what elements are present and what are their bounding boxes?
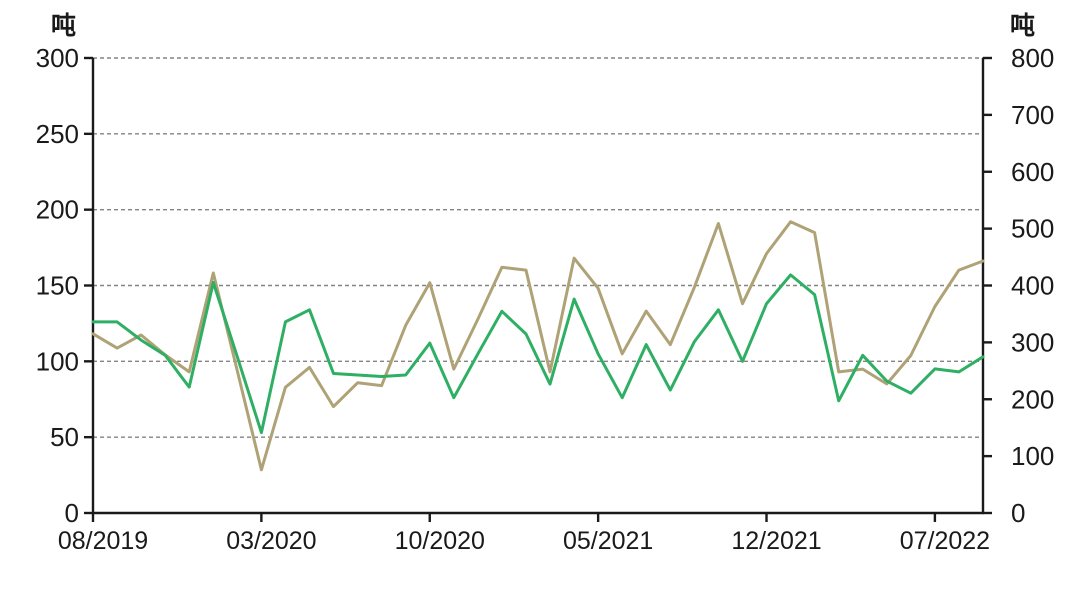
- x-tick-label: 10/2020: [395, 527, 485, 555]
- series-khaki-line-right-axis: [91, 220, 985, 472]
- x-tick-label: 12/2021: [731, 527, 821, 555]
- left-tick-label: 100: [36, 346, 79, 376]
- right-tick-label: 100: [1011, 441, 1054, 471]
- left-tick-label: 150: [36, 271, 79, 301]
- right-tick-label: 200: [1011, 384, 1054, 414]
- right-tick-label: 400: [1011, 271, 1054, 301]
- right-tick-label: 600: [1011, 157, 1054, 187]
- x-tick-label: 08/2019: [58, 527, 148, 555]
- left-tick-label: 250: [36, 119, 79, 149]
- right-tick-label: 800: [1011, 43, 1054, 73]
- right-axis-unit-label: 吨: [1010, 12, 1036, 40]
- left-tick-label: 200: [36, 195, 79, 225]
- left-axis-unit-label: 吨: [50, 12, 76, 40]
- left-tick-label: 0: [65, 498, 79, 528]
- left-tick-label: 300: [36, 43, 79, 73]
- x-tick-label: 05/2021: [563, 527, 653, 555]
- right-tick-label: 300: [1011, 327, 1054, 357]
- right-tick-label: 700: [1011, 100, 1054, 130]
- x-tick-label: 07/2022: [900, 527, 990, 555]
- x-tick-label: 03/2020: [226, 527, 316, 555]
- right-tick-label: 500: [1011, 214, 1054, 244]
- right-tick-label: 0: [1011, 498, 1025, 528]
- series-green-line-left-axis: [91, 273, 985, 435]
- left-tick-label: 50: [50, 422, 79, 452]
